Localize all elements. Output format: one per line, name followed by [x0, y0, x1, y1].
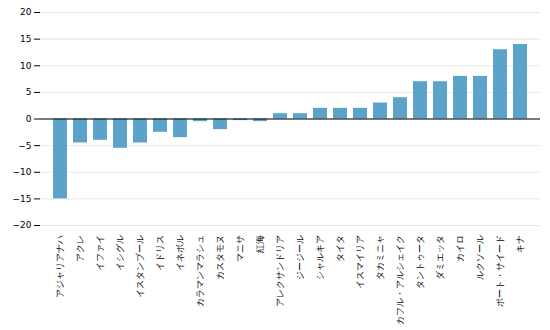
- svg-text:キナ: キナ: [515, 235, 525, 253]
- svg-text:紅海: 紅海: [255, 235, 265, 253]
- svg-text:カラマンマラシュ: カラマンマラシュ: [195, 235, 205, 307]
- svg-text:20: 20: [20, 7, 32, 17]
- svg-text:カフル・アルシェイク: カフル・アルシェイク: [395, 235, 405, 325]
- svg-text:マニサ: マニサ: [235, 235, 245, 262]
- svg-text:アレクサンドリア: アレクサンドリア: [275, 235, 285, 307]
- svg-text:5: 5: [26, 87, 32, 97]
- svg-text:イドリス: イドリス: [155, 235, 165, 271]
- svg-text:10: 10: [20, 61, 32, 71]
- svg-text:イネボル: イネボル: [175, 235, 185, 271]
- svg-text:アジャリアナハ: アジャリアナハ: [55, 235, 65, 298]
- svg-text:ダミエッタ: ダミエッタ: [435, 235, 445, 280]
- svg-text:カスタモヌ: カスタモヌ: [215, 235, 225, 280]
- svg-text:イスタンブール: イスタンブール: [135, 235, 145, 298]
- svg-text:−20: −20: [13, 220, 32, 230]
- svg-text:タントゥータ: タントゥータ: [415, 235, 425, 289]
- svg-text:15: 15: [20, 34, 31, 44]
- svg-text:−5: −5: [18, 141, 31, 151]
- svg-text:タカミニャ: タカミニャ: [375, 235, 385, 280]
- svg-text:ポート・サイード: ポート・サイード: [495, 235, 505, 307]
- svg-text:カイロ: カイロ: [455, 235, 465, 262]
- svg-text:−15: −15: [13, 194, 32, 204]
- svg-text:イシグル: イシグル: [115, 235, 125, 271]
- svg-text:ルクソール: ルクソール: [475, 235, 485, 280]
- svg-text:イファイ: イファイ: [95, 235, 105, 271]
- svg-text:0: 0: [26, 114, 32, 124]
- svg-text:ジージール: ジージール: [295, 235, 305, 280]
- svg-text:タイタ: タイタ: [335, 235, 345, 262]
- svg-text:−10: −10: [13, 167, 32, 177]
- svg-text:アクレ: アクレ: [75, 235, 85, 262]
- svg-text:イスマイリア: イスマイリア: [355, 235, 365, 289]
- svg-text:シャルキア: シャルキア: [315, 235, 325, 280]
